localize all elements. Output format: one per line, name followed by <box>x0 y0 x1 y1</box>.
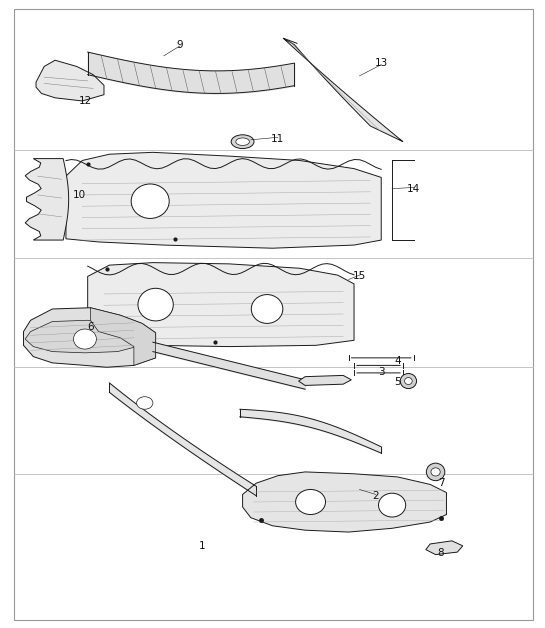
Ellipse shape <box>400 374 416 389</box>
Polygon shape <box>283 38 403 142</box>
Polygon shape <box>25 320 137 353</box>
Text: 4: 4 <box>394 356 401 366</box>
Polygon shape <box>299 376 352 386</box>
Ellipse shape <box>404 377 412 384</box>
Text: 8: 8 <box>438 548 444 558</box>
Text: 6: 6 <box>87 322 94 332</box>
Text: 14: 14 <box>407 183 420 193</box>
Ellipse shape <box>138 288 173 321</box>
Text: 2: 2 <box>372 490 379 501</box>
Text: 5: 5 <box>394 377 401 387</box>
Ellipse shape <box>379 493 405 517</box>
Ellipse shape <box>131 184 169 219</box>
Text: 1: 1 <box>198 541 205 551</box>
Text: 13: 13 <box>374 58 388 68</box>
Text: 10: 10 <box>73 190 86 200</box>
Ellipse shape <box>231 135 254 149</box>
Text: 3: 3 <box>378 367 385 377</box>
Text: 7: 7 <box>438 478 444 488</box>
Polygon shape <box>66 153 381 248</box>
Ellipse shape <box>295 489 325 514</box>
Polygon shape <box>426 541 463 555</box>
Ellipse shape <box>236 138 250 146</box>
Text: 12: 12 <box>78 96 92 106</box>
Ellipse shape <box>426 463 445 480</box>
Ellipse shape <box>137 397 153 409</box>
Polygon shape <box>36 60 104 101</box>
Polygon shape <box>243 472 446 532</box>
Ellipse shape <box>431 468 440 476</box>
Polygon shape <box>88 263 354 347</box>
Ellipse shape <box>74 329 96 349</box>
Ellipse shape <box>251 295 283 323</box>
Text: 15: 15 <box>353 271 366 281</box>
Text: 11: 11 <box>271 134 284 144</box>
Polygon shape <box>90 308 156 365</box>
Polygon shape <box>23 308 156 367</box>
Text: 9: 9 <box>177 40 184 50</box>
Polygon shape <box>25 159 69 240</box>
